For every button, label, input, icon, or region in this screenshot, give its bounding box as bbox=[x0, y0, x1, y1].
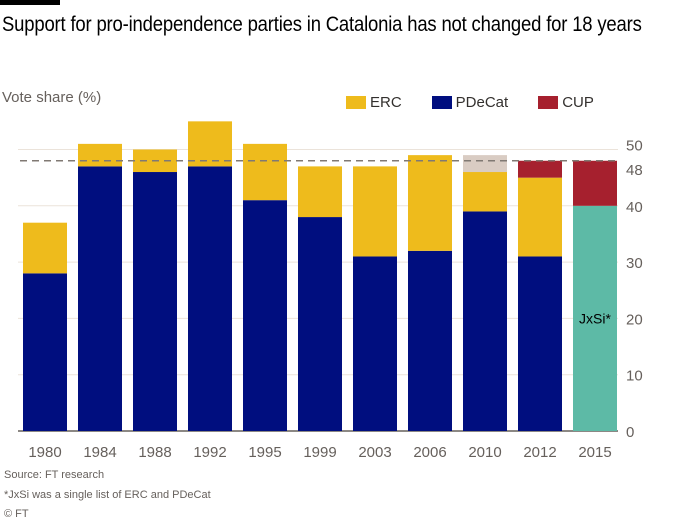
legend-label: CUP bbox=[562, 94, 594, 111]
bar-segment-pdecat-1992 bbox=[188, 166, 232, 431]
x-tick-label: 1995 bbox=[248, 444, 281, 461]
legend-swatch bbox=[431, 96, 452, 109]
brand-bar bbox=[0, 0, 60, 5]
bar-segment-pdecat-1999 bbox=[298, 217, 342, 431]
x-tick-label: 2006 bbox=[413, 444, 446, 461]
x-tick-label: 2015 bbox=[578, 444, 611, 461]
bar-segment-pdecat-2010 bbox=[463, 211, 507, 431]
source-note: Source: FT research bbox=[4, 469, 105, 481]
bar-segment-erc-2010 bbox=[463, 172, 507, 212]
bar-segment-pdecat-2003 bbox=[353, 256, 397, 431]
bar-segment-erc-1984 bbox=[78, 143, 122, 167]
bar-segment-jxsi-2015 bbox=[573, 205, 617, 431]
bar-segment-erc-1992 bbox=[188, 121, 232, 167]
x-tick-label: 1992 bbox=[193, 444, 226, 461]
chart-title: Support for pro-independence parties in … bbox=[2, 13, 642, 36]
bar-segment-pdecat-2006 bbox=[408, 250, 452, 431]
legend-label: ERC bbox=[370, 94, 402, 111]
footnote: *JxSi was a single list of ERC and PDeCa… bbox=[4, 489, 211, 501]
y-tick-label: 30 bbox=[626, 255, 643, 272]
bar-segment-erc-2006 bbox=[408, 155, 452, 251]
x-tick-label: 2012 bbox=[523, 444, 556, 461]
x-tick-label: 1988 bbox=[138, 444, 171, 461]
bar-segment-erc-1980 bbox=[23, 222, 67, 274]
bar-segment-erc-1999 bbox=[298, 166, 342, 218]
bar-segment-erc-1995 bbox=[243, 143, 287, 201]
x-tick-label: 1980 bbox=[28, 444, 61, 461]
x-tick-label: 2003 bbox=[358, 444, 391, 461]
bar-segment-pdecat-1980 bbox=[23, 273, 67, 431]
y-tick-label: 0 bbox=[626, 424, 634, 441]
legend-swatch bbox=[346, 96, 366, 109]
y-tick-label: 48 bbox=[626, 162, 643, 179]
y-tick-label: 40 bbox=[626, 199, 643, 216]
bar-segment-erc-2012 bbox=[518, 177, 562, 257]
bar-segment-cup-2012 bbox=[518, 160, 562, 178]
y-axis-label: Vote share (%) bbox=[2, 89, 102, 106]
y-tick-label: 10 bbox=[626, 368, 643, 385]
x-tick-label: 1984 bbox=[83, 444, 116, 461]
bar-segment-erc-2003 bbox=[353, 166, 397, 257]
x-tick-label: 2010 bbox=[468, 444, 501, 461]
bar-segment-pdecat-1984 bbox=[78, 166, 122, 431]
legend-swatch bbox=[538, 96, 559, 109]
legend-item-cup: CUP bbox=[538, 94, 594, 111]
bar-segment-cup-2015 bbox=[573, 160, 617, 206]
legend-label: PDeCat bbox=[455, 94, 509, 111]
x-tick-label: 1999 bbox=[303, 444, 336, 461]
legend-item-erc: ERC bbox=[346, 94, 402, 111]
legend-item-pdecat: PDeCat bbox=[431, 94, 509, 111]
bar-segment-pdecat-1988 bbox=[133, 172, 177, 431]
y-tick-label: 50 bbox=[626, 138, 643, 155]
bar-segment-pdecat-2012 bbox=[518, 256, 562, 431]
legend: ERC PDeCat CUP bbox=[346, 94, 624, 111]
copyright: © FT bbox=[4, 508, 29, 520]
y-tick-label: 20 bbox=[626, 311, 643, 328]
bar-segment-pdecat-1995 bbox=[243, 200, 287, 431]
bar-segment-other-2010 bbox=[463, 155, 507, 173]
bar-label-jxsi: JxSi* bbox=[579, 310, 611, 326]
